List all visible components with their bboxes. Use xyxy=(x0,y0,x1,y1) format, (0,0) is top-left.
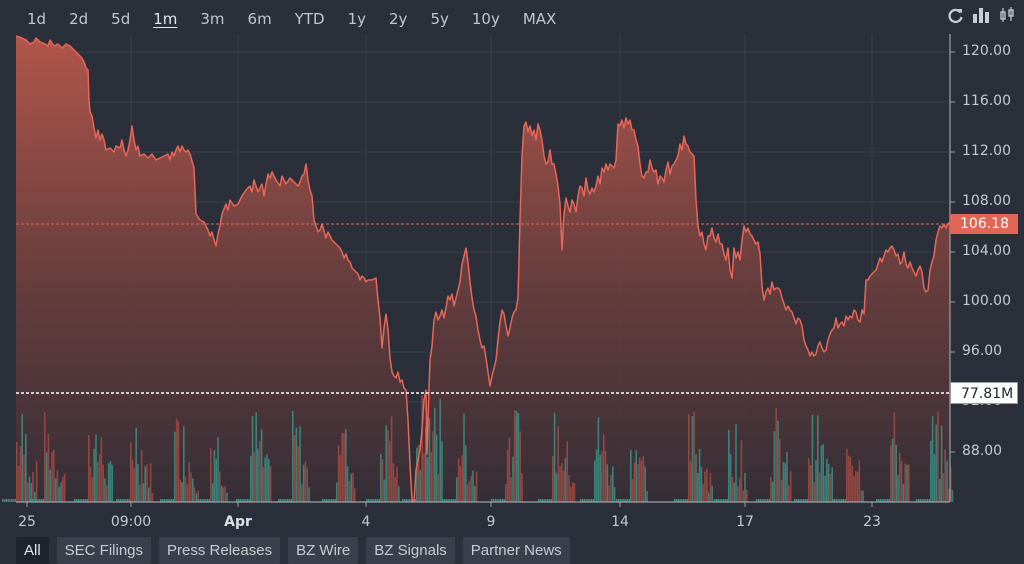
price-line xyxy=(15,35,951,503)
y-axis-label: 108.00 xyxy=(962,193,1011,209)
range-1y[interactable]: 1y xyxy=(347,10,367,28)
x-axis-label: 14 xyxy=(611,514,629,530)
range-ytd[interactable]: YTD xyxy=(294,10,325,28)
x-axis-label: 9 xyxy=(486,514,496,530)
range-10y[interactable]: 10y xyxy=(471,10,500,28)
range-5d[interactable]: 5d xyxy=(111,10,131,28)
bar-chart-icon[interactable] xyxy=(972,5,990,25)
price-area xyxy=(16,36,950,502)
chart-canvas[interactable] xyxy=(0,0,1024,520)
x-axis-label: Apr xyxy=(224,514,252,530)
news-filter-press-releases[interactable]: Press Releases xyxy=(159,537,281,564)
news-filter-partner-news[interactable]: Partner News xyxy=(462,537,570,564)
y-axis-label: 88.00 xyxy=(962,443,1003,459)
chart-tools xyxy=(946,5,1016,25)
y-axis-label: 112.00 xyxy=(962,143,1011,159)
range-2y[interactable]: 2y xyxy=(389,10,408,28)
range-2d[interactable]: 2d xyxy=(69,10,89,28)
range-6m[interactable]: 6m xyxy=(247,10,272,28)
y-axis-label: 100.00 xyxy=(962,293,1011,309)
news-filter-bz-signals[interactable]: BZ Signals xyxy=(366,537,455,564)
range-max[interactable]: MAX xyxy=(522,10,557,28)
x-axis-label: 17 xyxy=(736,514,754,530)
x-axis-label: 23 xyxy=(863,514,881,530)
news-filter-all[interactable]: All xyxy=(16,537,49,564)
y-axis-label: 116.00 xyxy=(962,93,1011,109)
x-axis-label: 4 xyxy=(361,514,371,530)
y-axis-label: 96.00 xyxy=(962,343,1003,359)
candlestick-icon[interactable] xyxy=(998,5,1016,25)
y-axis-label: 104.00 xyxy=(962,243,1011,259)
news-filter-sec-filings[interactable]: SEC Filings xyxy=(56,537,152,564)
current-price-tag: 106.18 xyxy=(950,214,1018,234)
range-5y[interactable]: 5y xyxy=(430,10,449,28)
y-axis-label: 120.00 xyxy=(962,43,1011,59)
price-chart[interactable]: 120.00 116.00 112.00 108.00 104.00 100.00 96.0… xyxy=(0,0,1024,530)
refresh-icon[interactable] xyxy=(946,5,964,25)
range-1d[interactable]: 1d xyxy=(27,10,47,28)
volume-tag: 77.81M xyxy=(950,382,1018,404)
range-selector: 1d 2d 5d 1m 3m 6m YTD 1y 2y 5y 10y MAX xyxy=(14,6,566,30)
range-1m[interactable]: 1m xyxy=(153,10,178,28)
x-axis-label: 09:00 xyxy=(110,514,152,530)
news-filter-bar: All SEC Filings Press Releases BZ Wire BZ Si… xyxy=(16,537,570,564)
range-3m[interactable]: 3m xyxy=(200,10,225,28)
x-axis-label: 25 xyxy=(18,514,36,530)
news-filter-bz-wire[interactable]: BZ Wire xyxy=(288,537,359,564)
